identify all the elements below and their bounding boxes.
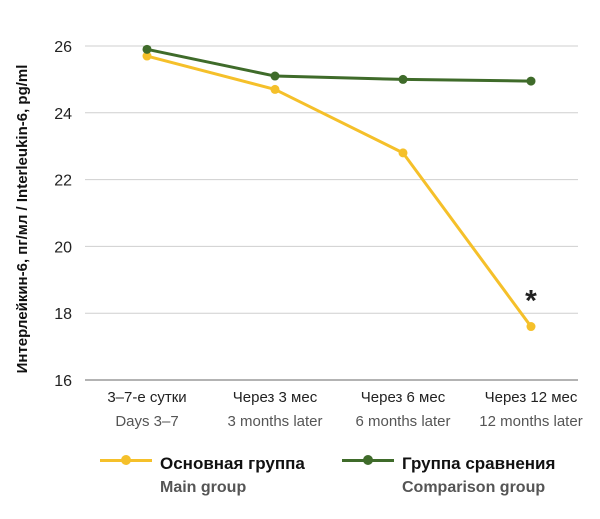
series-line-comparison: [146, 47, 532, 83]
x-tick-label-en: 3 months later: [227, 413, 322, 430]
y-axis-label: Интерлейкин-6, пг/мл / Interleukin-6, pg…: [14, 65, 31, 374]
series-line-main: [146, 54, 533, 328]
x-tick-label: Через 6 мес: [361, 389, 446, 406]
legend-item-main: Основная группа Main group: [100, 452, 305, 500]
legend-label-comparison-ru: Группа сравнения: [402, 454, 556, 473]
y-tick-label: 26: [54, 39, 72, 56]
x-tick-label: Через 3 мес: [233, 389, 318, 406]
y-tick-label: 18: [54, 306, 72, 323]
y-tick-label: 24: [54, 106, 72, 123]
x-tick-label-en: 6 months later: [355, 413, 450, 430]
grid-lines: [85, 45, 578, 381]
data-point-comparison: [398, 74, 408, 84]
series-lines: [142, 44, 536, 332]
legend-label-main-ru: Основная группа: [160, 454, 305, 473]
y-tick-label: 20: [54, 239, 72, 256]
legend-label-comparison-en: Comparison group: [402, 479, 546, 496]
data-point-comparison: [270, 71, 280, 81]
annotations: *: [525, 285, 537, 318]
x-tick-label-en: 12 months later: [479, 413, 582, 430]
data-point-main: [142, 51, 152, 61]
legend-swatch-comparison: [342, 452, 394, 468]
data-point-comparison: [526, 76, 536, 86]
data-point-main: [398, 148, 408, 158]
y-tick-labels: 16 18 20 22 24 26: [54, 39, 72, 390]
legend-item-comparison: Группа сравнения Comparison group: [342, 452, 555, 500]
x-tick-label: Через 12 мес: [485, 389, 578, 406]
x-category-labels: 3–7-е сутки Days 3–7 Через 3 мес 3 months l…: [107, 389, 582, 430]
data-point-main: [270, 84, 280, 94]
data-point-comparison: [142, 44, 152, 54]
significance-marker: *: [525, 285, 537, 318]
legend-label-main-en: Main group: [160, 479, 247, 496]
x-tick-label-en: Days 3–7: [115, 413, 178, 430]
y-tick-label: 16: [54, 373, 72, 390]
legend-swatch-main: [100, 452, 152, 468]
data-point-main: [526, 322, 536, 332]
y-tick-label: 22: [54, 173, 72, 190]
x-tick-label: 3–7-е сутки: [107, 389, 186, 406]
